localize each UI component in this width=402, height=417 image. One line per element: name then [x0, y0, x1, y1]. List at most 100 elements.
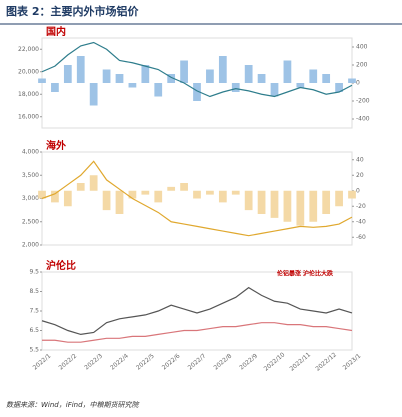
bar	[115, 190, 124, 214]
x-tick-label: 2022/1	[32, 352, 53, 371]
panel-title: 沪伦比	[46, 259, 76, 272]
bar	[206, 190, 214, 195]
y-tick-label: 20,000	[18, 68, 39, 75]
y-tick-label: 5.5	[29, 347, 39, 354]
bar	[102, 190, 111, 211]
x-tick-label: 2023/1	[342, 352, 363, 371]
y-tick-label: 2,500	[22, 218, 39, 225]
bar	[335, 190, 343, 207]
page-title: 图表 2：主要内外市场铝价	[6, 4, 139, 18]
bar	[76, 183, 85, 191]
line	[41, 160, 353, 237]
bar	[38, 190, 46, 199]
y2-tick-label: 20	[356, 172, 364, 179]
panel-title: 海外	[46, 139, 66, 152]
y2-tick-label: 40	[356, 156, 364, 163]
y-tick-label: 6.5	[29, 327, 39, 334]
panel-title: 国内	[46, 25, 66, 38]
bar	[322, 190, 331, 214]
y2-tick-label: 400	[356, 44, 368, 51]
bar	[296, 83, 305, 88]
y-tick-label: 9.5	[29, 269, 39, 276]
x-tick-label: 2022/4	[109, 352, 130, 371]
bar	[193, 190, 201, 199]
bar	[51, 83, 59, 92]
bar	[115, 74, 124, 83]
bar	[257, 74, 266, 83]
y2-tick-label: -200	[356, 98, 370, 105]
y2-tick-label: -20	[356, 203, 366, 210]
x-tick-label: 2022/7	[187, 352, 208, 371]
x-tick-label: 2022/3	[83, 352, 104, 371]
y-tick-label: 16,000	[18, 113, 39, 120]
bar	[283, 60, 292, 83]
bar	[231, 83, 240, 92]
x-tick-label: 2022/2	[57, 352, 78, 371]
bar	[244, 65, 253, 83]
y2-tick-label: -60	[356, 234, 366, 241]
y-tick-label: 7.5	[29, 308, 39, 315]
bar	[348, 190, 356, 199]
bar	[102, 69, 111, 83]
bar	[206, 69, 214, 83]
x-tick-label: 2022/11	[289, 351, 313, 373]
line	[42, 322, 353, 343]
bar	[141, 65, 150, 83]
bar	[180, 183, 188, 191]
y2-tick-label: -400	[356, 116, 370, 123]
source-note: 数据来源：Wind，iFind，中粮期货研究院	[6, 401, 140, 409]
bar	[218, 56, 227, 83]
bar	[283, 190, 292, 222]
bar	[270, 190, 279, 218]
x-tick-label: 2022/8	[212, 352, 233, 371]
line	[41, 41, 353, 98]
y-tick-label: 22,000	[18, 46, 39, 53]
bar	[180, 60, 188, 83]
bar	[128, 190, 137, 199]
bar	[335, 83, 343, 92]
bar	[218, 190, 227, 203]
y-tick-label: 8.5	[29, 288, 39, 295]
bar	[231, 190, 240, 195]
y-tick-label: 18,000	[18, 91, 39, 98]
bar	[128, 83, 137, 88]
x-tick-label: 2022/5	[135, 352, 156, 371]
y2-tick-label: -40	[356, 218, 366, 225]
x-tick-label: 2022/10	[263, 351, 287, 373]
bar	[257, 190, 266, 214]
annotation: 伦铝暴涨 沪伦比大跌	[276, 270, 334, 278]
y2-tick-label: 0	[356, 80, 360, 87]
bar	[167, 186, 176, 191]
bar	[167, 74, 176, 83]
bar	[154, 83, 163, 97]
y-tick-label: 3,000	[22, 195, 39, 202]
y-tick-label: 2,000	[22, 242, 39, 249]
bar	[296, 190, 305, 226]
x-tick-label: 2022/12	[314, 351, 338, 373]
bar	[322, 74, 331, 83]
y-tick-label: 3,500	[22, 172, 39, 179]
x-tick-label: 2022/6	[161, 352, 182, 371]
bar	[38, 78, 46, 83]
bar	[51, 190, 59, 203]
y2-tick-label: 0	[356, 187, 360, 194]
y2-tick-label: 200	[356, 62, 368, 69]
bar	[76, 56, 85, 83]
bar	[154, 190, 163, 203]
bar	[309, 190, 318, 222]
bar	[89, 83, 98, 106]
bar	[270, 83, 279, 97]
y-tick-label: 4,000	[22, 149, 39, 156]
bar	[141, 190, 150, 195]
bar	[89, 175, 98, 191]
bar	[244, 190, 253, 211]
bar	[348, 78, 356, 83]
bar	[309, 69, 318, 83]
plot-frame	[41, 271, 353, 351]
bar	[63, 190, 72, 207]
x-tick-label: 2022/9	[238, 352, 259, 371]
bar	[193, 83, 201, 101]
line	[41, 286, 353, 336]
bar	[63, 65, 72, 83]
